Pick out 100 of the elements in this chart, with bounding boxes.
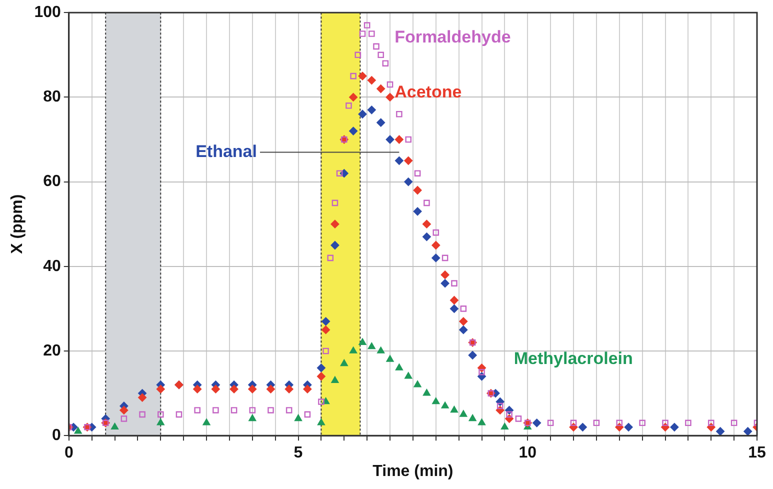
point: [593, 420, 600, 426]
point: [500, 422, 508, 430]
point: [404, 178, 413, 186]
point: [373, 43, 380, 50]
x-tick-label: 5: [294, 444, 303, 462]
y-tick-label: 100: [34, 4, 61, 22]
point: [450, 406, 458, 413]
x-tick-label: 0: [64, 444, 74, 462]
x-tick-label: 15: [748, 444, 766, 462]
point: [616, 420, 623, 426]
point: [139, 411, 146, 418]
point: [496, 402, 504, 410]
point: [413, 186, 422, 194]
point: [202, 418, 210, 426]
point: [350, 346, 358, 354]
point: [478, 369, 485, 376]
point: [394, 135, 404, 144]
x-axis-title: Time (min): [372, 462, 454, 480]
point: [156, 384, 165, 394]
point: [468, 351, 477, 360]
point: [332, 200, 338, 206]
point: [730, 420, 738, 426]
point: [120, 416, 128, 422]
point: [330, 241, 340, 250]
point: [349, 93, 358, 102]
point: [336, 170, 343, 176]
point: [194, 407, 200, 414]
point: [322, 348, 329, 354]
point: [358, 110, 367, 118]
point: [367, 76, 376, 84]
point: [368, 342, 376, 350]
point: [156, 418, 164, 426]
x-tick-label: 10: [518, 444, 537, 462]
point: [367, 106, 376, 114]
point: [515, 416, 522, 422]
point: [440, 279, 450, 288]
point: [506, 411, 512, 418]
point: [442, 254, 448, 262]
point: [670, 422, 679, 432]
point: [459, 326, 468, 334]
point: [451, 280, 458, 286]
point: [624, 422, 633, 432]
series-label: Acetone: [394, 82, 462, 102]
point: [376, 118, 386, 127]
y-tick-label: 0: [52, 427, 61, 444]
point: [157, 411, 164, 418]
point: [685, 420, 692, 426]
point: [286, 407, 292, 414]
point: [354, 52, 362, 58]
point: [120, 406, 128, 414]
point: [386, 93, 394, 102]
point: [349, 126, 358, 136]
point: [532, 418, 542, 428]
point: [468, 414, 476, 422]
point: [708, 420, 714, 426]
point: [212, 407, 219, 414]
point: [450, 304, 458, 313]
y-tick-label: 20: [43, 342, 61, 360]
point: [304, 411, 311, 418]
point: [744, 427, 752, 436]
point: [422, 389, 430, 396]
point: [176, 411, 182, 418]
point: [394, 156, 404, 165]
point: [268, 407, 274, 414]
point: [386, 135, 394, 144]
point: [376, 84, 386, 93]
point: [248, 384, 257, 394]
point: [570, 420, 577, 426]
point: [395, 364, 403, 370]
point: [249, 407, 256, 414]
point: [284, 384, 294, 394]
point: [422, 220, 431, 228]
point: [716, 427, 724, 436]
point: [230, 407, 238, 414]
point: [378, 52, 384, 58]
point: [459, 317, 468, 326]
point: [317, 372, 326, 381]
y-tick-label: 80: [43, 88, 61, 106]
point: [382, 60, 389, 67]
point: [230, 384, 238, 394]
point: [460, 306, 467, 312]
point: [331, 376, 339, 384]
point: [193, 384, 202, 394]
point: [346, 102, 352, 109]
point: [318, 398, 324, 405]
point: [432, 254, 440, 262]
point: [294, 414, 302, 422]
point: [440, 270, 450, 280]
point: [317, 418, 325, 426]
point: [248, 414, 256, 422]
point: [364, 22, 370, 28]
point: [405, 136, 412, 143]
y-tick-label: 60: [43, 173, 61, 190]
point: [422, 232, 431, 241]
y-tick-label: 40: [43, 258, 61, 275]
point: [211, 384, 220, 394]
point: [404, 156, 413, 165]
point: [396, 110, 402, 118]
point: [359, 30, 366, 37]
point: [432, 398, 440, 404]
